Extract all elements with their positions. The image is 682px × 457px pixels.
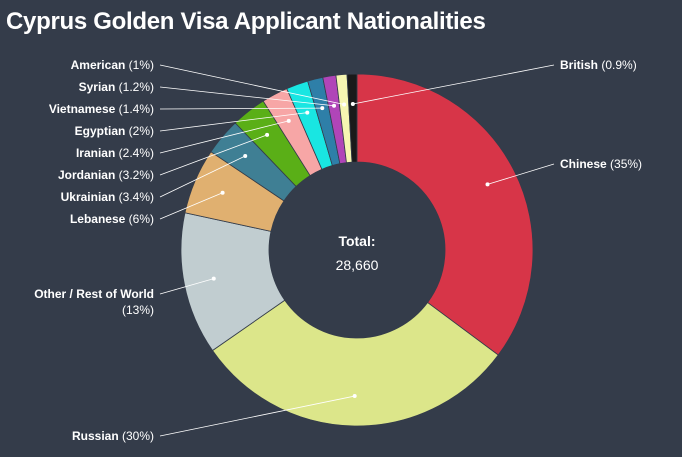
leader-line-british	[352, 64, 555, 105]
leader-line-ukrainian	[159, 155, 246, 198]
label-name: Lebanese	[70, 212, 126, 226]
label-percent: (1%)	[125, 58, 154, 72]
chart-title: Cyprus Golden Visa Applicant Nationaliti…	[6, 8, 486, 35]
label-percent: (2.4%)	[115, 146, 154, 160]
label-name: Chinese	[560, 157, 607, 171]
leader-line-iranian	[159, 120, 289, 154]
leader-dot-russian	[352, 394, 357, 399]
label-name: Jordanian	[58, 168, 115, 182]
leader-dot-american	[342, 102, 347, 107]
label-name: Vietnamese	[49, 102, 116, 116]
leader-dot-vietnamese	[320, 106, 325, 111]
label-percent: (6%)	[125, 212, 154, 226]
label-percent: (3.4%)	[115, 190, 154, 204]
leader-line-other-rest-of-world	[159, 278, 214, 295]
label-name: British	[560, 58, 598, 72]
label-lebanese: Lebanese (6%)	[70, 212, 154, 226]
label-percent: (30%)	[119, 429, 154, 443]
leader-dot-iranian	[286, 118, 291, 123]
label-percent: (3.2%)	[115, 168, 154, 182]
label-percent: (0.9%)	[598, 58, 637, 72]
label-iranian: Iranian (2.4%)	[76, 146, 154, 160]
center-total-label: Total:	[338, 233, 375, 249]
leader-line-syrian	[159, 86, 335, 107]
leader-line-vietnamese	[159, 107, 323, 110]
label-name: American	[71, 58, 126, 72]
leader-line-russian	[159, 395, 355, 437]
label-name: Ukrainian	[61, 190, 116, 204]
leader-line-lebanese	[159, 192, 223, 220]
label-percent: (35%)	[607, 157, 642, 171]
center-total-value: 28,660	[336, 257, 379, 273]
label-ukrainian: Ukrainian (3.4%)	[61, 190, 154, 204]
leader-dot-lebanese	[220, 190, 225, 195]
donut-hole	[269, 162, 445, 338]
label-name: Iranian	[76, 146, 115, 160]
label-name: Syrian	[79, 80, 116, 94]
label-other-rest-of-world: Other / Rest of World (13%)	[34, 287, 154, 317]
label-name: Russian	[72, 429, 119, 443]
label-jordanian: Jordanian (3.2%)	[58, 168, 154, 182]
leader-dot-british	[350, 101, 355, 106]
label-percent: (2%)	[125, 124, 154, 138]
label-egyptian: Egyptian (2%)	[75, 124, 154, 138]
label-percent: (13%)	[122, 303, 154, 317]
label-vietnamese: Vietnamese (1.4%)	[49, 102, 154, 116]
label-british: British (0.9%)	[560, 58, 637, 72]
label-percent: (1.2%)	[115, 80, 154, 94]
leader-line-egyptian	[159, 112, 308, 132]
label-name: Egyptian	[75, 124, 126, 138]
leader-line-jordanian	[159, 134, 268, 176]
leader-line-american	[159, 64, 345, 105]
leader-dot-jordanian	[265, 132, 270, 137]
leader-dot-syrian	[332, 103, 337, 108]
leader-dot-other-rest-of-world	[211, 276, 216, 281]
leader-dot-egyptian	[305, 110, 310, 115]
label-russian: Russian (30%)	[72, 429, 154, 443]
label-percent: (1.4%)	[115, 102, 154, 116]
label-american: American (1%)	[71, 58, 154, 72]
leader-line-chinese	[487, 163, 555, 185]
label-name: Other / Rest of World	[34, 287, 154, 301]
label-chinese: Chinese (35%)	[560, 157, 642, 171]
leader-dot-ukrainian	[243, 153, 248, 158]
label-syrian: Syrian (1.2%)	[79, 80, 154, 94]
leader-dot-chinese	[485, 182, 490, 187]
